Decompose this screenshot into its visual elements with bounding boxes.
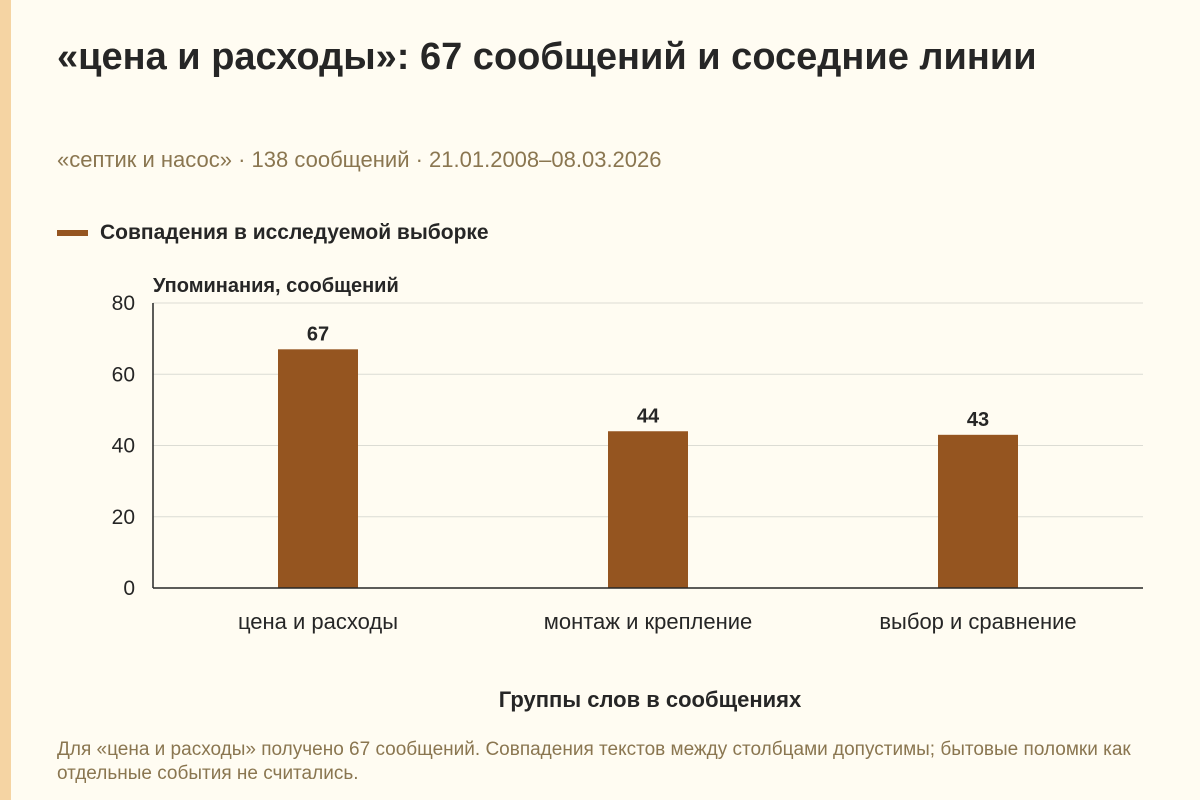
x-tick-labels: цена и расходы монтаж и крепление выбор и … (238, 609, 1077, 634)
accent-stripe (0, 0, 11, 800)
data-label: 67 (307, 323, 329, 345)
bars (278, 349, 1018, 588)
chart-title: «цена и расходы»: 67 сообщений и соседни… (57, 36, 1037, 78)
value-labels: 67 44 43 (307, 323, 989, 431)
legend-label: Совпадения в исследуемой выборке (100, 221, 489, 244)
legend: Совпадения в исследуемой выборке (57, 218, 489, 248)
chart-caption: Для «цена и расходы» получено 67 сообщен… (57, 739, 1131, 784)
legend-swatch (57, 230, 88, 236)
x-axis-title: Группы слов в сообщениях (499, 687, 802, 712)
y-tick-labels: 0 20 40 60 80 (112, 292, 135, 600)
y-tick-label: 80 (112, 292, 135, 315)
y-tick-label: 20 (112, 506, 135, 529)
y-axis-title: Упоминания, сообщений (153, 275, 399, 297)
bar-chart: Упоминания, сообщений 0 20 40 60 80 67 44 43 ц… (112, 275, 1143, 712)
bar (278, 349, 358, 588)
bar (938, 434, 1018, 588)
bar (608, 431, 688, 588)
x-tick-label: монтаж и крепление (544, 609, 753, 634)
y-tick-label: 40 (112, 435, 135, 458)
data-label: 44 (637, 405, 660, 427)
y-tick-label: 0 (123, 577, 135, 600)
chart-subtitle: «септик и насос» · 138 сообщений · 21.01… (57, 147, 662, 172)
data-label: 43 (967, 409, 989, 431)
y-tick-label: 60 (112, 363, 135, 386)
x-tick-label: цена и расходы (238, 609, 398, 634)
x-tick-label: выбор и сравнение (879, 609, 1076, 634)
